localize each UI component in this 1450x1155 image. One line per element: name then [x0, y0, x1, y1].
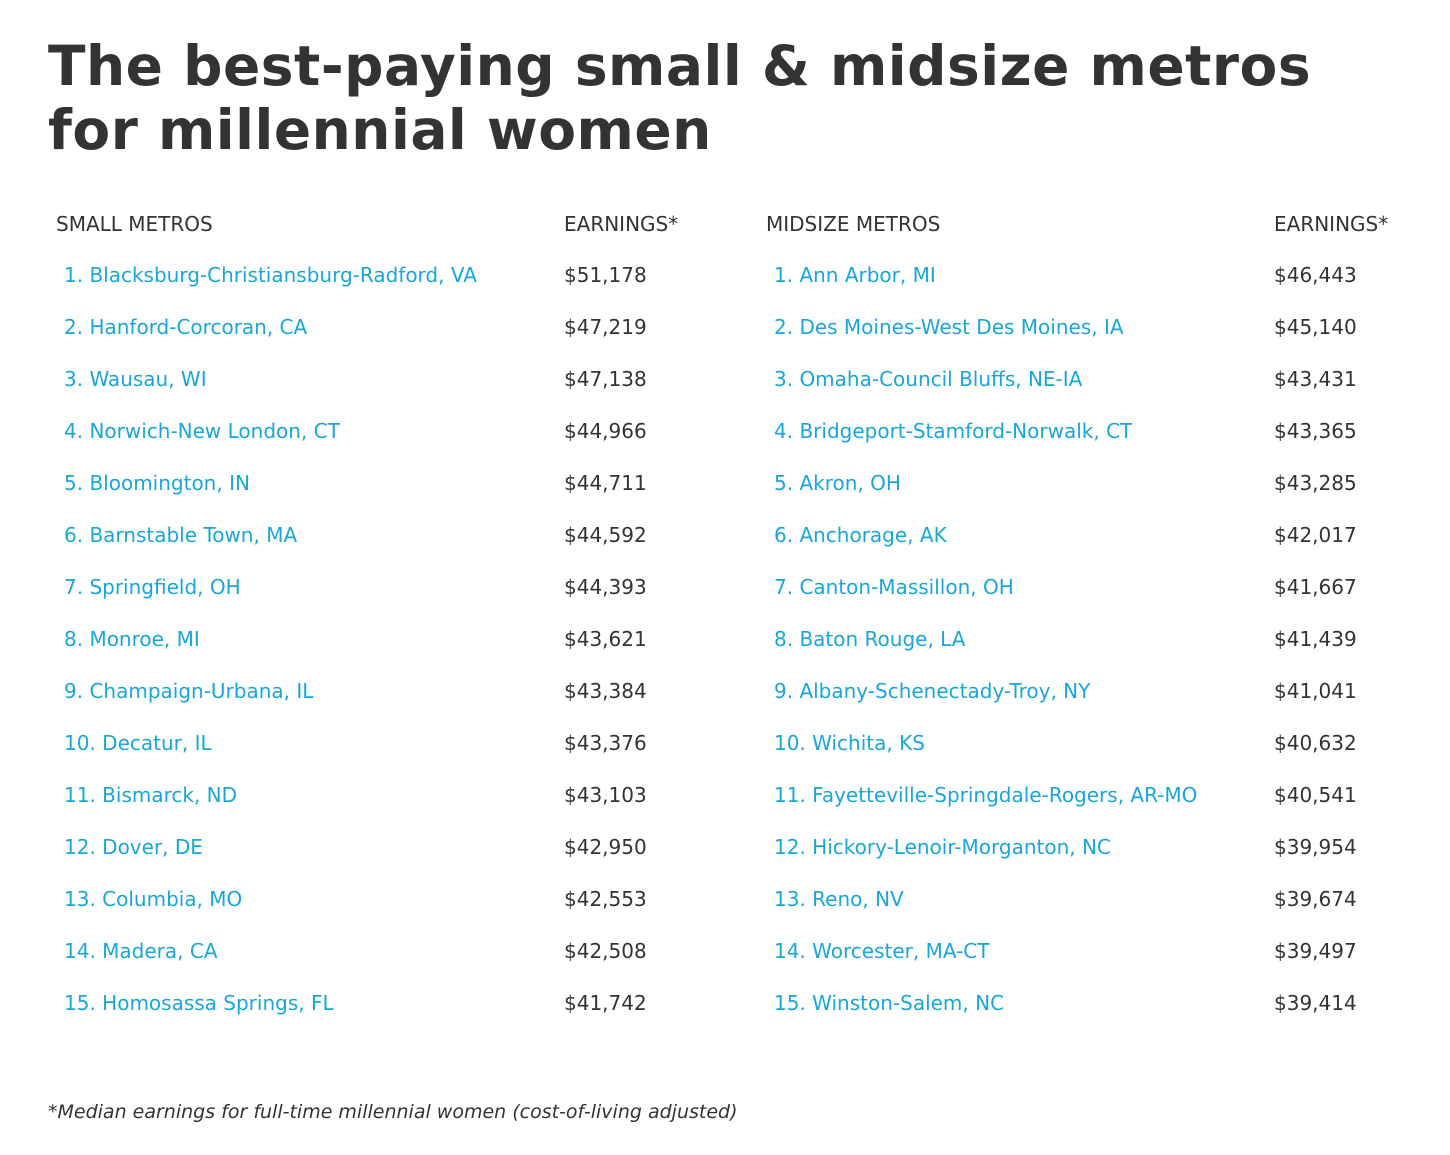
metro-link[interactable]: 10. Wichita, KS [774, 731, 925, 755]
earnings-value: $43,103 [564, 783, 647, 807]
metro-link[interactable]: 4. Bridgeport-Stamford-Norwalk, CT [774, 419, 1133, 443]
footnote: *Median earnings for full-time millennia… [48, 1101, 738, 1123]
earnings-value: $39,674 [1274, 887, 1357, 911]
earnings-value: $41,041 [1274, 679, 1357, 703]
earnings-value: $51,178 [564, 263, 647, 287]
metro-link[interactable]: 2. Hanford-Corcoran, CA [64, 315, 308, 339]
metro-link[interactable]: 7. Canton-Massillon, OH [774, 575, 1014, 599]
earnings-value: $41,742 [564, 991, 647, 1015]
metro-link[interactable]: 5. Akron, OH [774, 471, 901, 495]
metro-link[interactable]: 8. Monroe, MI [64, 627, 200, 651]
metro-link[interactable]: 13. Columbia, MO [64, 887, 243, 911]
metro-link[interactable]: 14. Worcester, MA-CT [774, 939, 990, 963]
earnings-value: $44,966 [564, 419, 647, 443]
metro-link[interactable]: 12. Dover, DE [64, 835, 203, 859]
earnings-value: $44,393 [564, 575, 647, 599]
metro-link[interactable]: 9. Albany-Schenectady-Troy, NY [774, 679, 1091, 703]
earnings-value: $43,384 [564, 679, 647, 703]
midsize-metros-heading: MIDSIZE METROS [766, 212, 941, 236]
metro-link[interactable]: 15. Winston-Salem, NC [774, 991, 1005, 1015]
earnings-value: $39,954 [1274, 835, 1357, 859]
metro-link[interactable]: 11. Bismarck, ND [64, 783, 238, 807]
metro-link[interactable]: 11. Fayetteville-Springdale-Rogers, AR-M… [774, 783, 1198, 807]
metro-link[interactable]: 1. Ann Arbor, MI [774, 263, 936, 287]
earnings-value: $39,414 [1274, 991, 1357, 1015]
earnings-value: $43,365 [1274, 419, 1357, 443]
metro-link[interactable]: 1. Blacksburg-Christiansburg-Radford, VA [64, 263, 477, 287]
metro-link[interactable]: 9. Champaign-Urbana, IL [64, 679, 314, 703]
earnings-value: $42,553 [564, 887, 647, 911]
page-title: The best-paying small & midsize metros f… [48, 34, 1312, 162]
metro-link[interactable]: 7. Springfield, OH [64, 575, 241, 599]
earnings-value: $47,219 [564, 315, 647, 339]
earnings-value: $40,632 [1274, 731, 1357, 755]
earnings-value: $40,541 [1274, 783, 1357, 807]
earnings-value: $43,285 [1274, 471, 1357, 495]
metro-link[interactable]: 5. Bloomington, IN [64, 471, 250, 495]
earnings-value: $41,439 [1274, 627, 1357, 651]
earnings-value: $42,508 [564, 939, 647, 963]
metro-link[interactable]: 10. Decatur, IL [64, 731, 212, 755]
metro-link[interactable]: 14. Madera, CA [64, 939, 218, 963]
earnings-value: $42,017 [1274, 523, 1357, 547]
metro-link[interactable]: 15. Homosassa Springs, FL [64, 991, 334, 1015]
metro-link[interactable]: 12. Hickory-Lenoir-Morganton, NC [774, 835, 1111, 859]
earnings-value: $43,621 [564, 627, 647, 651]
earnings-value: $45,140 [1274, 315, 1357, 339]
small-metros-heading: SMALL METROS [56, 212, 213, 236]
earnings-value: $46,443 [1274, 263, 1357, 287]
earnings-value: $43,431 [1274, 367, 1357, 391]
metro-link[interactable]: 2. Des Moines-West Des Moines, IA [774, 315, 1124, 339]
metro-link[interactable]: 4. Norwich-New London, CT [64, 419, 340, 443]
small-earnings-heading: EARNINGS* [564, 212, 679, 236]
metro-link[interactable]: 6. Barnstable Town, MA [64, 523, 298, 547]
metro-link[interactable]: 13. Reno, NV [774, 887, 904, 911]
earnings-value: $44,711 [564, 471, 647, 495]
earnings-value: $44,592 [564, 523, 647, 547]
midsize-earnings-heading: EARNINGS* [1274, 212, 1389, 236]
earnings-value: $39,497 [1274, 939, 1357, 963]
metro-link[interactable]: 8. Baton Rouge, LA [774, 627, 966, 651]
metro-link[interactable]: 3. Wausau, WI [64, 367, 207, 391]
earnings-value: $42,950 [564, 835, 647, 859]
metro-link[interactable]: 3. Omaha-Council Bluffs, NE-IA [774, 367, 1083, 391]
earnings-value: $47,138 [564, 367, 647, 391]
earnings-value: $41,667 [1274, 575, 1357, 599]
earnings-value: $43,376 [564, 731, 647, 755]
metro-link[interactable]: 6. Anchorage, AK [774, 523, 947, 547]
